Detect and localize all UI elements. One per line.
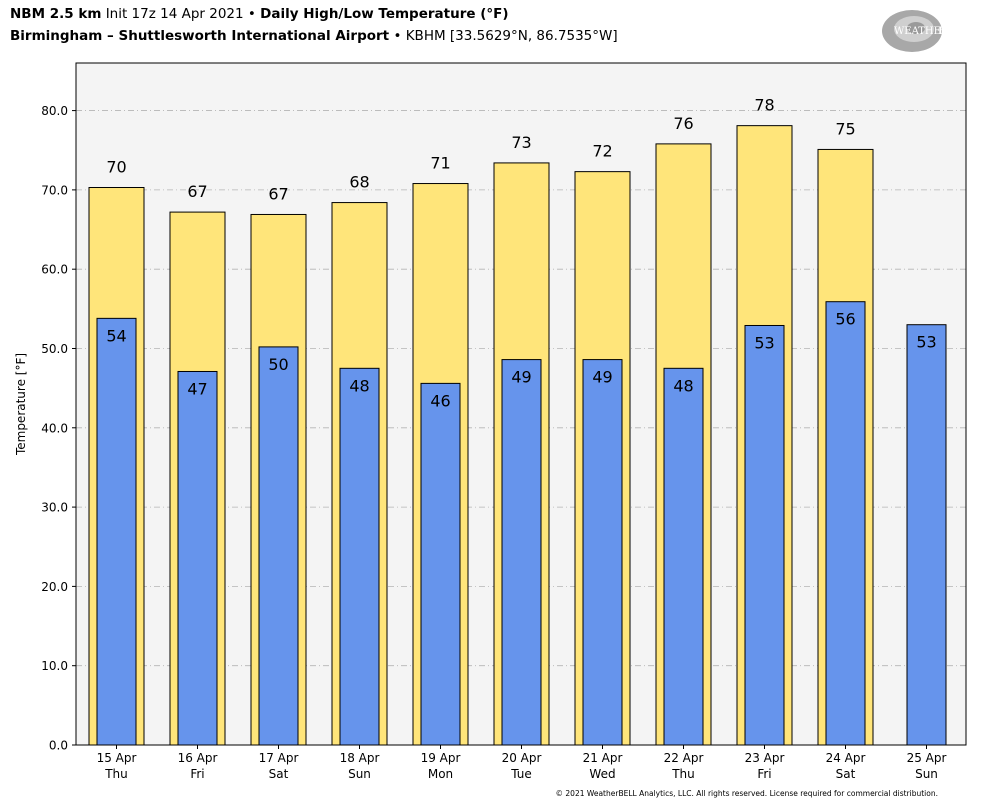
low-temp-label: 48 xyxy=(349,376,369,395)
bars-group xyxy=(88,125,947,746)
low-temp-bar xyxy=(906,324,947,746)
low-temp-label: 56 xyxy=(835,310,855,329)
separator: • xyxy=(393,28,402,44)
x-tick-day: Fri xyxy=(190,767,204,781)
station-info: KBHM [33.5629°N, 86.7535°W] xyxy=(405,28,618,44)
low-temp-bar xyxy=(420,382,461,746)
y-tick-label: 60.0 xyxy=(41,263,68,277)
copyright-footer: © 2021 WeatherBELL Analytics, LLC. All r… xyxy=(555,789,938,798)
low-temp-label: 49 xyxy=(511,368,531,387)
x-tick-date: 16 Apr xyxy=(178,751,218,765)
low-temp-bar xyxy=(96,317,137,746)
high-temp-label: 75 xyxy=(835,119,855,138)
low-temp-bar xyxy=(258,346,299,746)
y-tick-label: 20.0 xyxy=(41,580,68,594)
low-temp-label: 47 xyxy=(187,379,207,398)
x-tick-day: Sat xyxy=(836,767,856,781)
low-temp-bar xyxy=(177,370,218,746)
low-temp-label: 48 xyxy=(673,376,693,395)
x-tick-date: 19 Apr xyxy=(421,751,461,765)
x-tick-date: 22 Apr xyxy=(664,751,704,765)
model-name: NBM 2.5 km xyxy=(10,6,102,22)
low-temp-label: 54 xyxy=(106,326,126,345)
y-tick-label: 0.0 xyxy=(49,739,68,753)
x-tick-day: Thu xyxy=(671,767,695,781)
high-temp-label: 67 xyxy=(187,182,207,201)
high-temp-label: 73 xyxy=(511,133,531,152)
x-tick-date: 24 Apr xyxy=(826,751,866,765)
chart-header-line-1: NBM 2.5 km Init 17z 14 Apr 2021 • Daily … xyxy=(10,6,509,22)
x-tick-day: Wed xyxy=(589,767,615,781)
chart-header-line-2: Birmingham – Shuttlesworth International… xyxy=(10,28,618,44)
x-tick-date: 15 Apr xyxy=(97,751,137,765)
high-temp-label: 71 xyxy=(430,154,450,173)
high-temp-label: 68 xyxy=(349,173,369,192)
x-tick-date: 17 Apr xyxy=(259,751,299,765)
x-tick-date: 25 Apr xyxy=(907,751,947,765)
high-temp-label: 76 xyxy=(673,114,693,133)
low-temp-bar xyxy=(663,367,704,746)
weatherbell-logo: WEATHER BELL xyxy=(882,10,968,52)
x-tick-date: 20 Apr xyxy=(502,751,542,765)
low-temp-bar xyxy=(339,367,380,746)
logo-text-bell: BELL xyxy=(938,26,968,37)
init-time: Init 17z 14 Apr 2021 xyxy=(105,6,244,22)
logo-text-weather: WEATHER xyxy=(894,26,949,37)
x-tick-day: Sun xyxy=(348,767,371,781)
x-tick-date: 23 Apr xyxy=(745,751,785,765)
y-tick-label: 70.0 xyxy=(41,183,68,197)
x-tick-day: Fri xyxy=(757,767,771,781)
product-title: Daily High/Low Temperature (°F) xyxy=(260,6,509,22)
high-temp-label: 70 xyxy=(106,158,126,177)
y-tick-label: 40.0 xyxy=(41,421,68,435)
x-tick-day: Sun xyxy=(915,767,938,781)
axes-group: 0.0 10.0 20.0 30.0 40.0 50.0 60.0 70.0 80.0 15 Ap… xyxy=(41,62,967,781)
low-temp-bar xyxy=(744,324,785,746)
low-temp-bar xyxy=(825,301,866,746)
low-temp-label: 49 xyxy=(592,368,612,387)
x-tick-day: Tue xyxy=(510,767,532,781)
x-tick-day: Sat xyxy=(269,767,289,781)
logo-swirl-core xyxy=(907,22,925,34)
high-temp-label: 67 xyxy=(268,184,288,203)
separator: • xyxy=(247,6,256,22)
plot-frame xyxy=(75,62,967,746)
low-temp-label: 46 xyxy=(430,391,450,410)
location-name: Birmingham – Shuttlesworth International… xyxy=(10,28,390,44)
y-tick-label: 10.0 xyxy=(41,659,68,673)
x-tick-day: Mon xyxy=(428,767,453,781)
y-axis-label: Temperature [°F] xyxy=(14,353,28,456)
high-temp-label: 78 xyxy=(754,96,774,115)
x-tick-date: 18 Apr xyxy=(340,751,380,765)
x-tick-date: 21 Apr xyxy=(583,751,623,765)
x-tick-day: Thu xyxy=(104,767,128,781)
value-labels: 70 54 67 47 67 50 68 48 71 46 73 49 72 49 76 48 78 53 75 56… xyxy=(106,96,936,411)
low-temp-label: 50 xyxy=(268,355,288,374)
low-temp-label: 53 xyxy=(754,333,774,352)
y-tick-label: 80.0 xyxy=(41,104,68,118)
low-temp-label: 53 xyxy=(916,333,936,352)
y-tick-label: 30.0 xyxy=(41,501,68,515)
low-temp-bar xyxy=(501,359,542,746)
y-tick-label: 50.0 xyxy=(41,342,68,356)
high-temp-label: 72 xyxy=(592,142,612,161)
low-temp-bar xyxy=(582,359,623,746)
